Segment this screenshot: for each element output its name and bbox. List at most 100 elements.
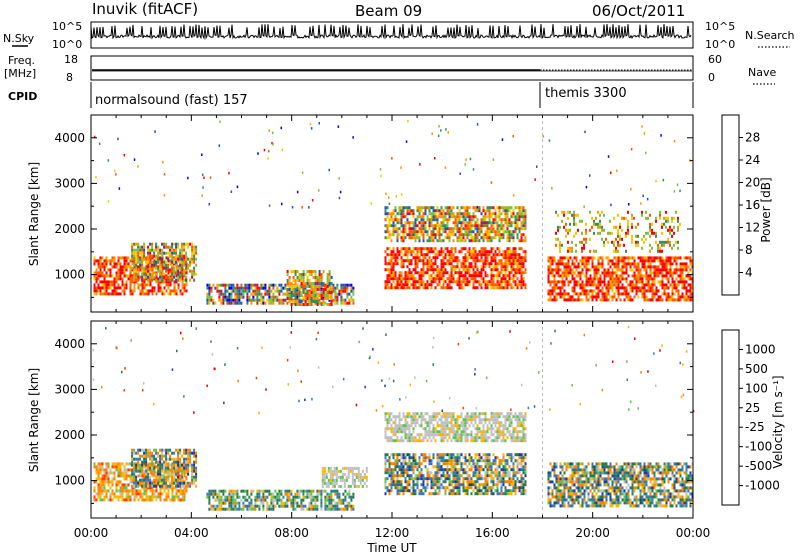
range-gate-cell xyxy=(404,224,407,228)
range-gate-cell xyxy=(510,262,513,266)
range-gate-cell xyxy=(208,498,211,502)
range-gate-cell xyxy=(135,451,138,455)
range-gate-cell xyxy=(216,289,219,293)
range-gate-cell xyxy=(420,259,423,263)
range-gate-cell xyxy=(438,271,441,275)
range-gate-cell xyxy=(179,492,182,496)
range-gate-cell xyxy=(448,256,451,260)
range-gate-cell xyxy=(464,224,467,228)
range-gate-cell xyxy=(141,448,144,452)
range-gate-cell xyxy=(512,268,515,272)
range-gate-cell xyxy=(563,210,565,214)
range-gate-cell xyxy=(384,250,387,254)
speckle-cell xyxy=(379,168,382,171)
range-gate-cell xyxy=(177,498,180,502)
range-gate-cell xyxy=(159,492,162,496)
range-gate-cell xyxy=(426,218,429,222)
range-gate-cell xyxy=(416,218,419,222)
range-gate-cell xyxy=(595,298,598,302)
range-gate-cell xyxy=(681,283,684,287)
range-gate-cell xyxy=(260,292,263,296)
range-gate-cell xyxy=(502,227,505,231)
range-gate-cell xyxy=(143,242,146,246)
range-gate-cell xyxy=(133,257,136,261)
range-gate-cell xyxy=(107,465,110,469)
range-gate-cell xyxy=(476,227,479,231)
range-gate-cell xyxy=(304,297,307,300)
range-gate-cell xyxy=(306,489,309,493)
range-gate-cell xyxy=(386,286,389,290)
range-gate-cell xyxy=(428,239,431,243)
range-gate-cell xyxy=(685,265,688,269)
range-gate-cell xyxy=(504,221,507,225)
range-gate-cell xyxy=(230,286,233,290)
range-gate-cell xyxy=(432,256,435,260)
range-gate-cell xyxy=(127,495,130,499)
range-gate-cell xyxy=(115,280,118,284)
range-gate-cell xyxy=(575,243,577,247)
range-gate-cell xyxy=(250,292,253,296)
range-gate-cell xyxy=(559,280,562,284)
range-gate-cell xyxy=(508,224,511,228)
range-gate-cell xyxy=(294,492,297,496)
range-gate-cell xyxy=(567,283,570,287)
range-gate-cell xyxy=(504,259,507,263)
range-gate-cell xyxy=(404,283,407,287)
range-gate-cell xyxy=(268,286,271,290)
range-gate-cell xyxy=(232,507,235,511)
range-gate-cell xyxy=(486,250,489,254)
range-gate-cell xyxy=(567,246,569,250)
range-gate-cell xyxy=(448,233,451,237)
range-gate-cell xyxy=(324,288,327,291)
range-gate-cell xyxy=(328,504,331,508)
range-gate-cell xyxy=(522,256,525,260)
range-gate-cell xyxy=(95,480,98,484)
range-gate-cell xyxy=(258,504,261,508)
range-gate-cell xyxy=(468,230,471,234)
range-gate-cell xyxy=(105,262,108,266)
range-gate-cell xyxy=(478,259,481,263)
range-gate-cell xyxy=(512,262,515,266)
range-gate-cell xyxy=(617,280,620,284)
speckle-cell xyxy=(133,158,136,161)
range-gate-cell xyxy=(589,237,591,241)
range-gate-cell xyxy=(462,280,465,284)
range-gate-cell xyxy=(388,218,391,222)
range-gate-cell xyxy=(157,269,160,273)
range-gate-cell xyxy=(272,298,275,302)
range-gate-cell xyxy=(151,292,154,296)
range-gate-cell xyxy=(388,247,391,251)
range-gate-cell xyxy=(442,274,445,278)
range-gate-cell xyxy=(575,268,578,272)
range-gate-cell xyxy=(230,498,233,502)
range-gate-cell xyxy=(585,228,587,232)
range-gate-cell xyxy=(157,478,160,482)
range-gate-cell xyxy=(611,240,613,244)
range-gate-cell xyxy=(675,256,678,260)
range-gate-cell xyxy=(316,297,319,300)
range-gate-cell xyxy=(472,215,475,219)
range-gate-cell xyxy=(316,282,319,285)
range-gate-cell xyxy=(643,283,646,287)
range-gate-cell xyxy=(149,289,152,293)
range-gate-cell xyxy=(135,257,138,261)
range-gate-cell xyxy=(480,253,483,257)
range-gate-cell xyxy=(103,265,106,269)
range-gate-cell xyxy=(400,218,403,222)
range-gate-cell xyxy=(101,480,104,484)
range-gate-cell xyxy=(404,277,407,281)
range-gate-cell xyxy=(444,236,447,240)
range-gate-cell xyxy=(386,280,389,284)
range-gate-cell xyxy=(121,256,124,260)
range-gate-cell xyxy=(621,286,624,290)
range-gate-cell xyxy=(260,283,263,287)
range-gate-cell xyxy=(111,480,114,484)
nsky-tick-bottom: 10^0 xyxy=(52,38,82,51)
range-gate-cell xyxy=(478,230,481,234)
range-gate-cell xyxy=(330,504,333,508)
range-gate-cell xyxy=(424,253,427,257)
range-gate-cell xyxy=(390,224,393,228)
range-gate-cell xyxy=(446,286,449,290)
range-gate-cell xyxy=(514,206,517,210)
range-gate-cell xyxy=(344,498,347,502)
